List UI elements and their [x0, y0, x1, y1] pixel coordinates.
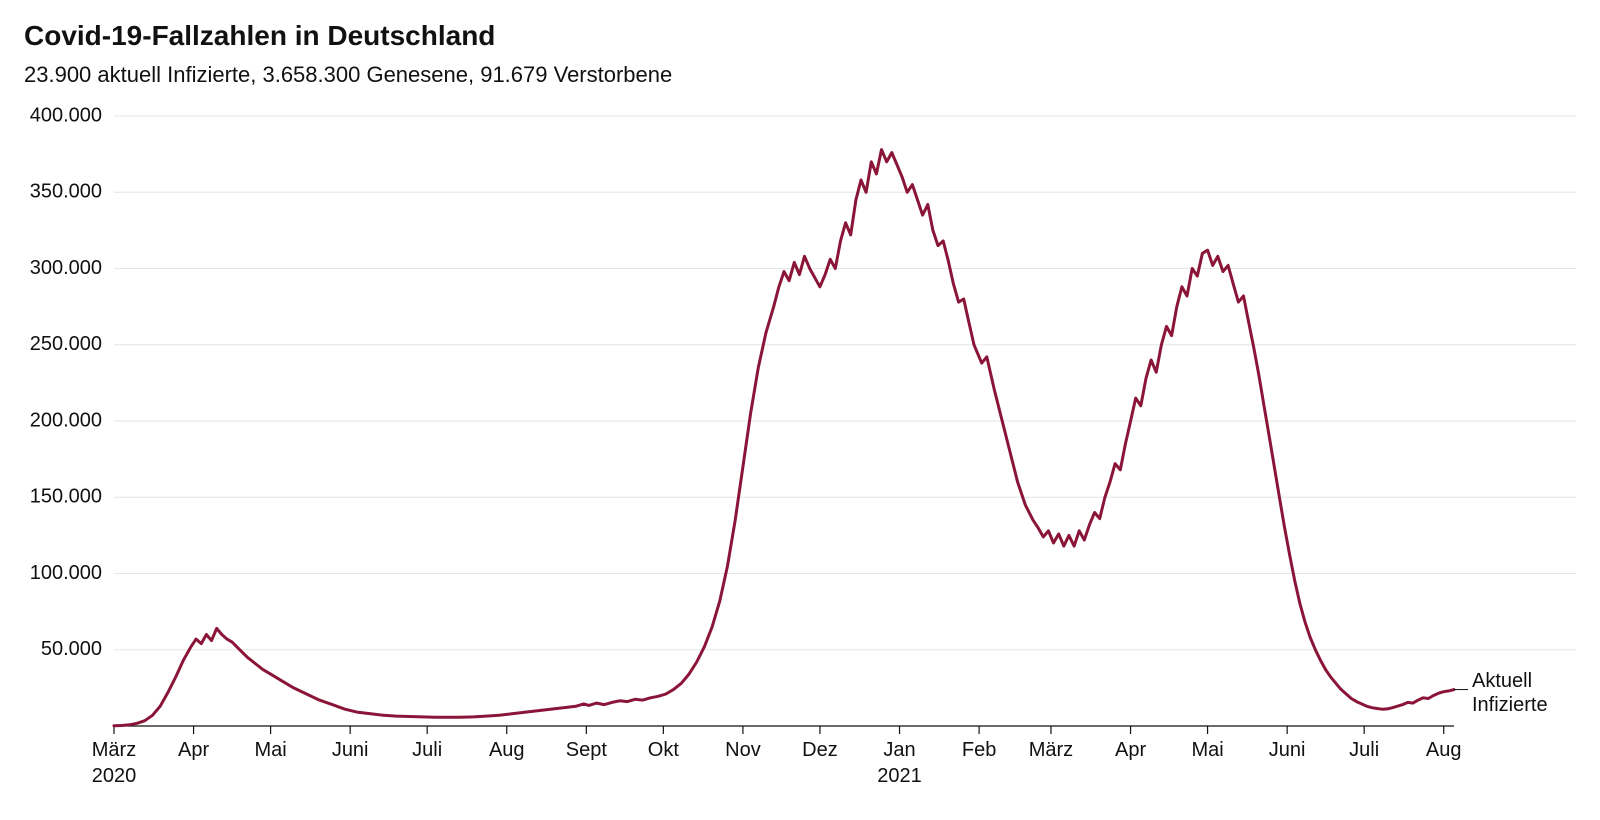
x-tick-label-year: 2020 — [92, 765, 137, 787]
chart-subtitle: 23.900 aktuell Infizierte, 3.658.300 Gen… — [24, 62, 1576, 88]
y-tick-label: 400.000 — [30, 106, 102, 126]
y-tick-label: 300.000 — [30, 257, 102, 279]
y-tick-label: 250.000 — [30, 333, 102, 355]
x-tick-label: Aug — [489, 739, 525, 761]
x-tick-label: Mai — [254, 739, 286, 761]
x-tick-label: Apr — [1115, 739, 1146, 761]
x-tick-label: Nov — [725, 739, 761, 761]
x-tick-label: Feb — [962, 739, 996, 761]
y-tick-label: 150.000 — [30, 486, 102, 508]
chart-container: 50.000 100.000 150.000 200.000 250.000 300.00… — [24, 106, 1576, 806]
line-chart: 50.000 100.000 150.000 200.000 250.000 300.00… — [24, 106, 1576, 806]
x-tick-label: März — [92, 739, 136, 761]
x-tick-label-year: 2021 — [877, 765, 922, 787]
x-tick-label: März — [1029, 739, 1073, 761]
series-end-label: Aktuell — [1472, 670, 1532, 692]
x-tick-label: Apr — [178, 739, 209, 761]
series-line — [114, 150, 1454, 726]
x-tick-label: Juni — [332, 739, 369, 761]
x-tick-label: Jan — [883, 739, 915, 761]
x-tick-label: Okt — [648, 739, 680, 761]
y-tick-label: 200.000 — [30, 409, 102, 431]
y-tick-label: 50.000 — [41, 638, 102, 660]
y-tick-label: 100.000 — [30, 562, 102, 584]
x-tick-label: Aug — [1426, 739, 1462, 761]
x-tick-label: Mai — [1191, 739, 1223, 761]
series-end-label: Infizierte — [1472, 694, 1548, 716]
x-tick-label: Juli — [412, 739, 442, 761]
chart-title: Covid-19-Fallzahlen in Deutschland — [24, 20, 1576, 52]
x-tick-label: Sept — [566, 739, 608, 761]
x-tick-label: Dez — [802, 739, 838, 761]
x-tick-label: Juni — [1269, 739, 1306, 761]
y-tick-label: 350.000 — [30, 181, 102, 203]
x-tick-label: Juli — [1349, 739, 1379, 761]
